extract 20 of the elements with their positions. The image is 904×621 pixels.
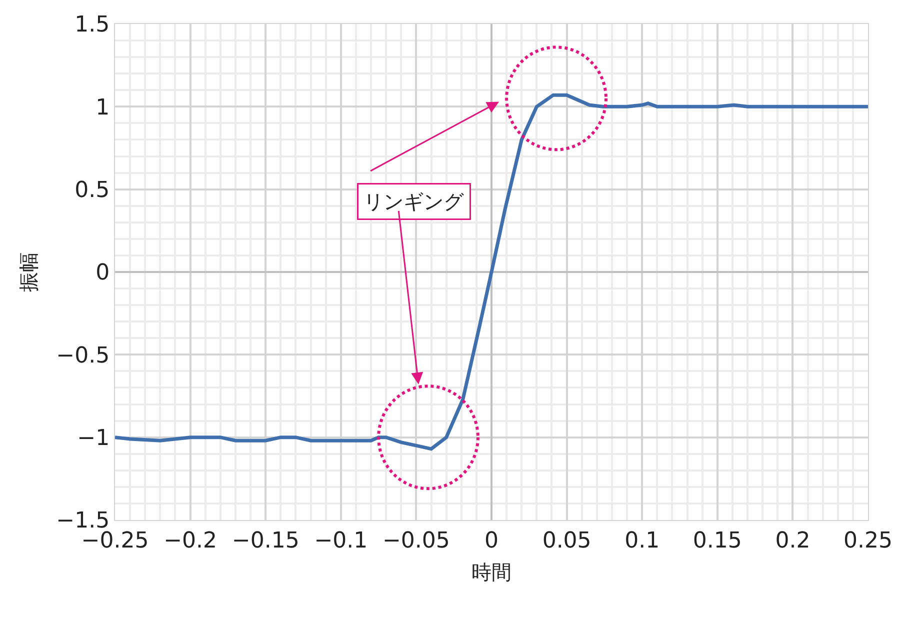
x-tick-label: 0.1: [624, 528, 660, 554]
x-axis-title: 時間: [472, 560, 512, 584]
x-tick-label: −0.05: [382, 528, 450, 554]
x-tick-label: −0.15: [232, 528, 300, 554]
x-tick-label: −0.1: [314, 528, 368, 554]
x-tick-label: 0: [484, 528, 498, 554]
y-tick-label: 0: [96, 260, 110, 286]
y-tick-label: −0.5: [56, 343, 110, 368]
x-tick-label: 0.05: [542, 528, 592, 554]
line-series: [115, 93, 868, 451]
x-tick-label: −0.2: [164, 528, 218, 554]
y-tick-label: 1: [96, 95, 110, 120]
x-tick-label: 0.2: [775, 528, 810, 554]
y-tick-label: 0.5: [74, 178, 110, 204]
x-tick-label: 0.25: [844, 528, 892, 554]
annotation: リンギング: [364, 190, 464, 214]
y-tick-label: 1.5: [74, 12, 110, 38]
y-tick-label: −1: [77, 426, 110, 452]
x-tick-label: 0.15: [692, 528, 742, 554]
y-axis-title: 振幅: [16, 252, 41, 292]
